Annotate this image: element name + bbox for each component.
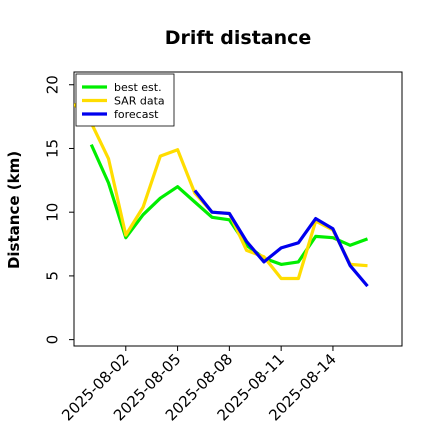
legend-label-3: forecast <box>114 108 159 121</box>
y-tick-label: 5 <box>43 271 61 281</box>
y-tick-label: 15 <box>43 139 61 158</box>
x-axis: 2025-08-022025-08-052025-08-082025-08-11… <box>58 346 340 424</box>
series-line-2 <box>74 102 368 281</box>
series-line-3 <box>193 189 369 288</box>
chart-title: Drift distance <box>165 27 312 49</box>
y-tick-label: 20 <box>43 75 61 94</box>
y-tick-label: 0 <box>43 335 61 345</box>
y-axis-label: Distance (km) <box>5 151 23 269</box>
series-layer <box>74 102 369 288</box>
legend-label-1: best est. <box>114 81 162 94</box>
y-axis: 0 5 10 15 20 <box>43 75 74 344</box>
series-line-1 <box>89 143 369 266</box>
y-tick-label: 10 <box>43 203 61 222</box>
legend-label-2: SAR data <box>114 95 165 108</box>
plot-area <box>73 71 403 347</box>
